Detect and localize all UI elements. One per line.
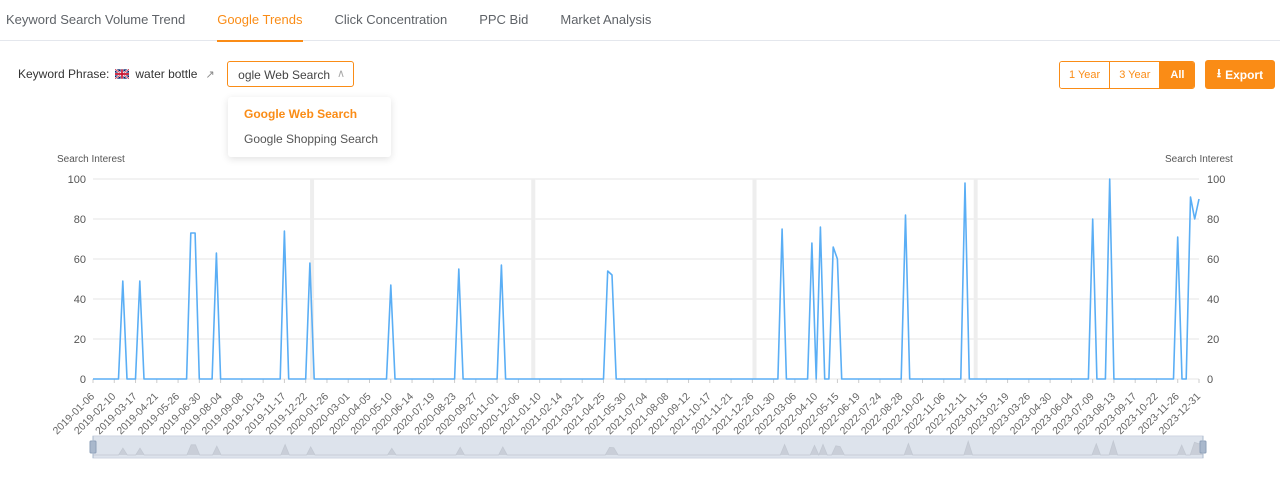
y-tick-label-left: 20 [74, 334, 86, 346]
y-tick-label-left: 60 [74, 254, 86, 266]
search-source-value: Google Web Search [238, 68, 330, 82]
search-source-value-clip: Google Web Search [238, 68, 330, 83]
chevron-up-icon: ∧ [336, 68, 345, 80]
option-google-shopping-search[interactable]: Google Shopping Search [244, 132, 379, 146]
range-all-button[interactable]: All [1160, 62, 1195, 88]
y-tick-label-left: 100 [68, 174, 86, 186]
time-range-group: 1 Year 3 Year All [1059, 61, 1196, 89]
download-icon: ⭳ [1216, 66, 1222, 80]
y-tick-label-left: 40 [74, 294, 86, 306]
y-axis-title-left: Search Interest [57, 154, 125, 165]
y-tick-label-right: 60 [1207, 254, 1219, 266]
y-axis-title-right: Search Interest [1165, 154, 1233, 165]
y-tick-label-left: 0 [80, 374, 86, 386]
option-google-web-search[interactable]: Google Web Search [244, 107, 358, 121]
zoom-slider-preview [93, 439, 1204, 457]
y-tick-label-right: 20 [1207, 334, 1219, 346]
y-tick-label-right: 0 [1207, 374, 1213, 386]
tab-click-concentration[interactable]: Click Concentration [334, 12, 448, 27]
tab-google-trends[interactable]: Google Trends [201, 0, 318, 42]
y-tick-label-right: 80 [1207, 214, 1219, 226]
y-tick-label-right: 40 [1207, 294, 1219, 306]
tab-bar: Keyword Search Volume Trend Google Trend… [0, 0, 1280, 42]
keyword-value: water bottle [135, 67, 198, 81]
search-source-select[interactable]: Google Web Search ∧ [227, 61, 354, 87]
keyword-label: Keyword Phrase: [18, 67, 110, 81]
range-3-year-button[interactable]: 3 Year [1110, 62, 1161, 88]
tab-ppc-bid[interactable]: PPC Bid [479, 12, 529, 27]
range-1-year-button[interactable]: 1 Year [1060, 62, 1111, 88]
keyword-phrase: Keyword Phrase: water bottle ↗ [18, 67, 215, 81]
export-button[interactable]: ⭳ Export [1205, 60, 1275, 89]
tab-market-analysis[interactable]: Market Analysis [560, 12, 652, 27]
external-link-icon[interactable]: ↗ [205, 68, 215, 81]
tab-keyword-search-volume-trend[interactable]: Keyword Search Volume Trend [6, 12, 186, 27]
search-source-dropdown: Google Web Search Google Shopping Search [228, 97, 391, 157]
y-tick-label-right: 100 [1207, 174, 1225, 186]
export-label: Export [1225, 67, 1264, 82]
uk-flag-icon [115, 69, 130, 79]
y-tick-label-left: 80 [74, 214, 86, 226]
series-line [93, 178, 1200, 380]
